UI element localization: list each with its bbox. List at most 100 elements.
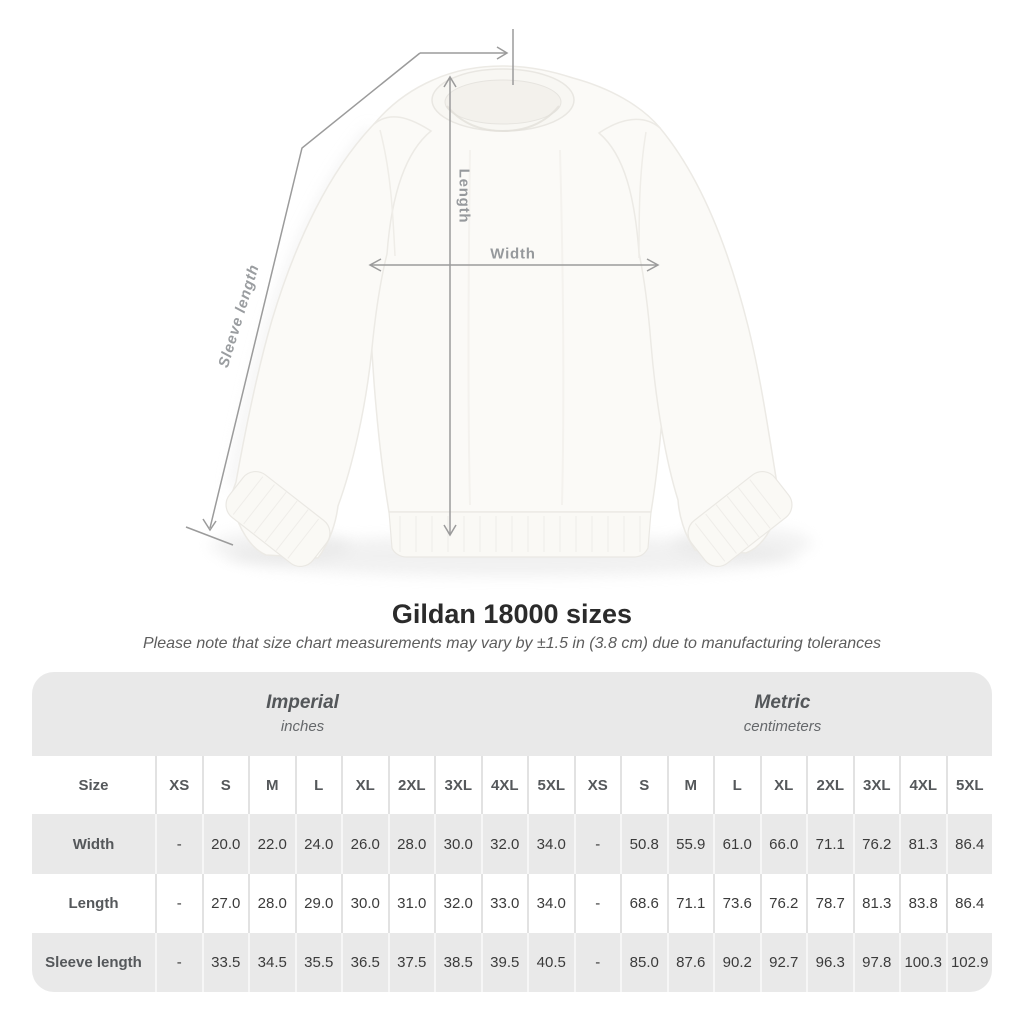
table-row: Sleeve length -33.5 34.5 35.5 36.5 37.5 38.5 39…	[32, 933, 992, 992]
size-header-cell: XS	[155, 756, 202, 814]
value-cell: -	[155, 814, 202, 874]
value-cell: 96.3	[806, 933, 853, 992]
value-cell: 55.9	[666, 814, 714, 874]
value-cell: 71.1	[806, 814, 853, 874]
row-label: Width	[72, 835, 115, 853]
size-header-cell: M	[666, 756, 714, 814]
size-header-cell: S	[201, 756, 249, 814]
metric-unit-label: centimeters	[743, 718, 822, 735]
value-cell: 61.0	[713, 814, 760, 874]
size-header-cell: XL	[759, 756, 807, 814]
size-header-cell: 5XL	[527, 756, 574, 814]
row-label: Sleeve length	[45, 954, 142, 971]
value-cell: 92.7	[759, 933, 807, 992]
measurement-diagram-svg	[185, 29, 812, 576]
value-cell: -	[155, 933, 202, 992]
shoulder-reference-line	[420, 29, 514, 85]
size-header-cell: XL	[341, 756, 388, 814]
imperial-group-header: Imperial inches	[32, 672, 573, 756]
value-cell: 30.0	[434, 814, 481, 874]
value-cell: 20.0	[201, 814, 249, 874]
sweatshirt-photo	[225, 65, 793, 568]
unit-band: Imperial inches Metric centimeters	[32, 672, 992, 756]
value-cell: 29.0	[294, 874, 342, 933]
value-cell: -	[573, 874, 621, 933]
heading-block: Gildan 18000 sizes Please note that size…	[0, 598, 1024, 653]
value-cell: 27.0	[201, 874, 249, 933]
value-cell: 40.5	[527, 933, 574, 992]
value-cell: 32.0	[434, 874, 481, 933]
value-cell: 33.0	[480, 874, 528, 933]
metric-label: Metric	[754, 692, 811, 713]
value-cell: 102.9	[945, 933, 993, 992]
value-cell: 34.0	[527, 874, 574, 933]
sleeve-length-arrow	[185, 52, 421, 546]
value-cell: 81.3	[852, 874, 900, 933]
length-arrow	[443, 75, 457, 537]
size-header-cell: L	[294, 756, 342, 814]
value-cell: 83.8	[899, 874, 946, 933]
value-cell: 26.0	[341, 814, 388, 874]
size-header-cell: S	[620, 756, 667, 814]
size-header-cell: 2XL	[387, 756, 435, 814]
value-cell: -	[573, 933, 621, 992]
size-column-header: Size	[78, 776, 109, 794]
value-cell: -	[155, 874, 202, 933]
length-measure-label: Length	[455, 168, 473, 224]
size-header-cell: M	[248, 756, 295, 814]
table-row: Size XS S M L XL 2XL 3XL 4XL 5XL XS S M L XL 2XL 3XL 4XL 5…	[32, 756, 992, 814]
value-cell: -	[573, 814, 621, 874]
value-cell: 37.5	[387, 933, 435, 992]
value-cell: 78.7	[806, 874, 853, 933]
value-cell: 97.8	[852, 933, 900, 992]
value-cell: 30.0	[341, 874, 388, 933]
imperial-unit-label: inches	[280, 718, 325, 735]
value-cell: 76.2	[759, 874, 807, 933]
size-header-cell: 2XL	[806, 756, 853, 814]
value-cell: 31.0	[387, 874, 435, 933]
size-header-cell: 3XL	[434, 756, 481, 814]
value-cell: 81.3	[899, 814, 946, 874]
value-cell: 35.5	[294, 933, 342, 992]
page-title: Gildan 18000 sizes	[391, 599, 633, 629]
sweatshirt-measurement-diagram: Length Width Sleeve length	[185, 29, 812, 576]
value-cell: 38.5	[434, 933, 481, 992]
value-cell: 86.4	[945, 874, 993, 933]
metric-group-header: Metric centimeters	[573, 672, 992, 756]
value-cell: 86.4	[945, 814, 993, 874]
value-cell: 36.5	[341, 933, 388, 992]
imperial-label: Imperial	[266, 692, 339, 713]
size-header-cell: 4XL	[899, 756, 946, 814]
value-cell: 85.0	[620, 933, 667, 992]
size-header-cell: L	[713, 756, 760, 814]
size-chart: Imperial inches Metric centimeters Size X…	[32, 672, 992, 992]
value-cell: 87.6	[666, 933, 714, 992]
value-cell: 76.2	[852, 814, 900, 874]
value-cell: 34.5	[248, 933, 295, 992]
table-row: Length -27.0 28.0 29.0 30.0 31.0 32.0 33.0 34.0-…	[32, 874, 992, 933]
value-cell: 73.6	[713, 874, 760, 933]
value-cell: 100.3	[899, 933, 946, 992]
size-grid: Size XS S M L XL 2XL 3XL 4XL 5XL XS S M L XL 2XL 3XL 4XL 5…	[32, 756, 992, 992]
value-cell: 66.0	[759, 814, 807, 874]
value-cell: 24.0	[294, 814, 342, 874]
tolerance-note: Please note that size chart measurements…	[142, 635, 882, 652]
width-measure-label: Width	[490, 245, 536, 263]
row-label: Length	[68, 895, 119, 912]
value-cell: 32.0	[480, 814, 528, 874]
size-header-cell: 3XL	[852, 756, 900, 814]
value-cell: 90.2	[713, 933, 760, 992]
value-cell: 22.0	[248, 814, 295, 874]
value-cell: 50.8	[620, 814, 667, 874]
value-cell: 28.0	[248, 874, 295, 933]
value-cell: 71.1	[666, 874, 714, 933]
size-header-cell: 4XL	[480, 756, 528, 814]
value-cell: 39.5	[480, 933, 528, 992]
size-header-cell: 5XL	[945, 756, 993, 814]
table-row: Width -20.0 22.0 24.0 26.0 28.0 30.0 32.0 34.0-5…	[32, 814, 992, 874]
value-cell: 33.5	[201, 933, 249, 992]
value-cell: 28.0	[387, 814, 435, 874]
value-cell: 34.0	[527, 814, 574, 874]
width-arrow	[368, 258, 660, 272]
size-header-cell: XS	[573, 756, 621, 814]
